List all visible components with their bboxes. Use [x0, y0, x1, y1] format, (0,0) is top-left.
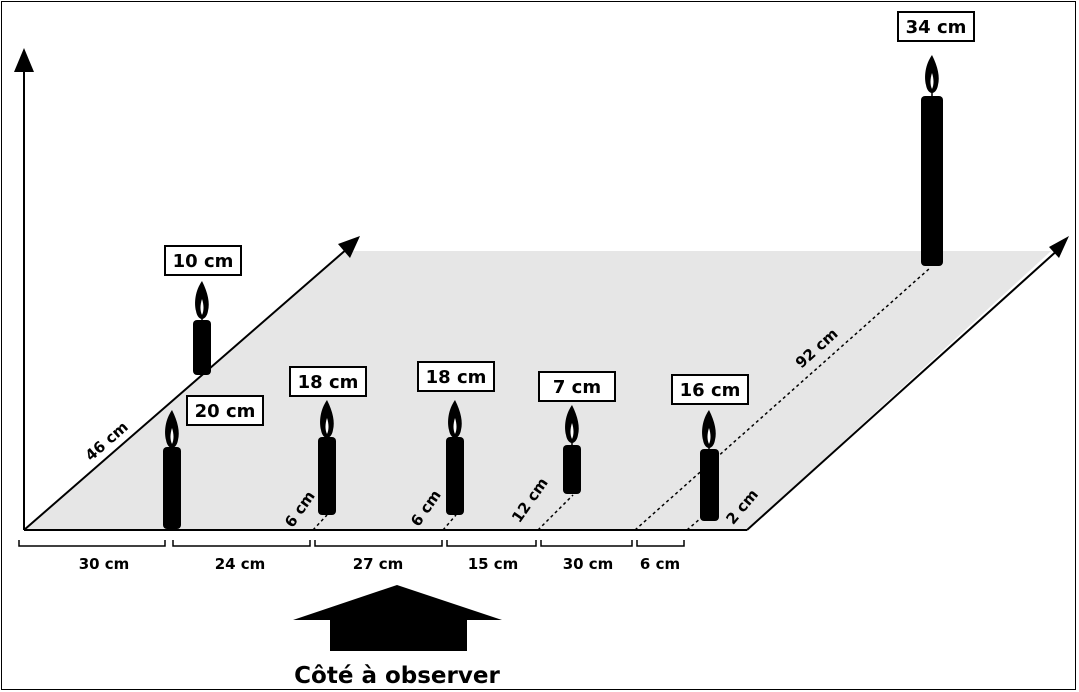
right-arrowhead [1049, 236, 1069, 258]
height-label-c4: 18 cm [426, 367, 487, 388]
candle-6 [700, 409, 719, 521]
candle-body [446, 437, 464, 515]
depth-axis [23, 247, 349, 531]
height-label-c3: 18 cm [298, 372, 359, 393]
candle-body [193, 320, 211, 375]
bottom-label-2: 24 cm [215, 555, 266, 573]
vertical-axis-arrowhead [14, 48, 34, 72]
candle-3 [318, 399, 336, 515]
candle-body [921, 96, 943, 266]
bottom-label-3: 27 cm [353, 555, 404, 573]
observer-caption: Côté à observer [294, 663, 500, 689]
height-label-c5: 7 cm [553, 377, 601, 398]
candle-body [563, 445, 581, 494]
candle-body [700, 449, 719, 521]
candle-body [163, 447, 181, 529]
table-right-edge [746, 247, 1061, 531]
depth-line-c5 [537, 494, 574, 531]
bottom-label-5: 30 cm [563, 555, 614, 573]
candle-1 [163, 409, 181, 529]
bottom-label-6: 6 cm [640, 555, 680, 573]
candle-2 [193, 280, 211, 375]
candle-5 [563, 404, 581, 494]
height-label-c1: 20 cm [195, 401, 256, 422]
depth-axis-arrowhead [338, 236, 360, 258]
table-surface [24, 251, 1051, 530]
bottom-label-4: 15 cm [468, 555, 519, 573]
height-label-c6: 16 cm [680, 380, 741, 401]
bottom-label-1: 30 cm [79, 555, 130, 573]
height-label-c7: 34 cm [906, 17, 967, 38]
observer-arrow [293, 585, 502, 651]
height-label-c2: 10 cm [173, 251, 234, 272]
candle-7 [921, 54, 943, 266]
candle-body [318, 437, 336, 515]
bottom-brackets [18, 540, 685, 547]
candle-4 [446, 399, 464, 515]
